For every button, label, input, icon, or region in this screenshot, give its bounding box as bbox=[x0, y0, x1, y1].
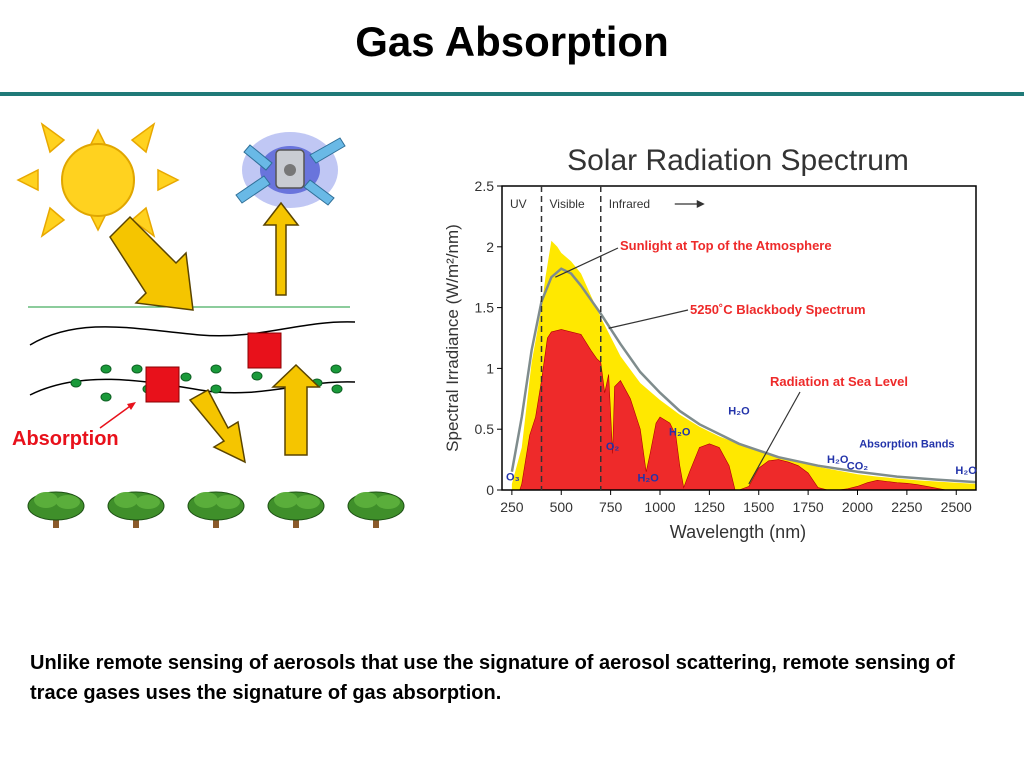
gas-molecules bbox=[70, 364, 343, 402]
solar-spectrum-chart: Solar Radiation Spectrum Spectral Irradi… bbox=[443, 144, 977, 542]
satellite-icon bbox=[235, 132, 346, 208]
absorption-band-label: H₂O bbox=[955, 465, 977, 477]
tree-icon bbox=[267, 491, 325, 528]
tree-icon bbox=[27, 491, 85, 528]
x-tick-label: 2500 bbox=[941, 499, 972, 515]
region-label: Visible bbox=[550, 197, 585, 211]
infrared-arrow-head bbox=[696, 200, 705, 208]
absorption-band-label: CO₂ bbox=[847, 460, 869, 472]
absorbing-gas-box bbox=[145, 366, 180, 403]
absorption-bands-heading: Absorption Bands bbox=[859, 438, 954, 450]
incoming-radiation-arrow bbox=[109, 215, 194, 311]
region-label: UV bbox=[510, 197, 527, 211]
slide-caption: Unlike remote sensing of aerosols that u… bbox=[30, 652, 955, 704]
y-tick-label: 1.5 bbox=[475, 300, 495, 316]
x-tick-label: 1250 bbox=[694, 499, 725, 515]
tree-icon bbox=[107, 491, 165, 528]
chart-title: Solar Radiation Spectrum bbox=[567, 144, 909, 177]
annotation-label: Sunlight at Top of the Atmosphere bbox=[620, 238, 832, 253]
y-tick-label: 1 bbox=[486, 360, 494, 376]
x-tick-label: 2000 bbox=[842, 499, 873, 515]
y-tick-label: 0 bbox=[486, 482, 494, 498]
absorption-pointer-head bbox=[127, 402, 136, 410]
chart-annotations: Sunlight at Top of the Atmosphere 5250˚C … bbox=[555, 238, 908, 485]
absorption-band-label: H₂O bbox=[637, 472, 659, 484]
absorbing-gas-box bbox=[247, 332, 282, 369]
y-tick-label: 2 bbox=[486, 239, 494, 255]
absorption-band-label: H₂O bbox=[728, 406, 750, 418]
x-tick-label: 500 bbox=[550, 499, 574, 515]
spectral-regions: UV Visible Infrared bbox=[510, 186, 705, 490]
outgoing-radiation-arrow bbox=[262, 201, 300, 296]
absorption-band-label: O₃ bbox=[506, 471, 520, 483]
annotation-label: 5250˚C Blackbody Spectrum bbox=[690, 302, 866, 317]
transmitted-radiation-arrow bbox=[188, 388, 246, 464]
annotation-pointer bbox=[748, 391, 801, 485]
x-tick-label: 1000 bbox=[644, 499, 675, 515]
series-blackbody-line bbox=[510, 267, 977, 484]
series-sea-level-area bbox=[511, 329, 976, 491]
plot-frame bbox=[501, 185, 977, 491]
region-label: Infrared bbox=[609, 197, 650, 211]
annotation-pointer bbox=[555, 247, 619, 278]
title-divider bbox=[0, 92, 1024, 96]
sun-icon bbox=[16, 122, 180, 238]
plot-area bbox=[510, 240, 977, 491]
x-tick-label: 750 bbox=[599, 499, 623, 515]
x-tick-label: 2250 bbox=[891, 499, 922, 515]
reflected-radiation-arrow bbox=[271, 363, 321, 456]
y-axis-label: Spectral Irradiance (W/m²/nm) bbox=[443, 224, 462, 452]
absorption-band-label: O₂ bbox=[606, 441, 620, 453]
absorption-band-label: H₂O bbox=[669, 426, 691, 438]
absorption-label: Absorption bbox=[12, 428, 119, 450]
gas-absorption-diagram bbox=[16, 122, 405, 528]
absorption-band-label: H₂O bbox=[827, 454, 849, 466]
x-tick-label: 1500 bbox=[743, 499, 774, 515]
page-title: Gas Absorption bbox=[355, 18, 669, 65]
tree-icon bbox=[347, 491, 405, 528]
axis-ticks: 250 500 750 1000 1250 1500 1750 2000 2250 2500 0 0.… bbox=[475, 178, 972, 515]
atmosphere-upper-boundary bbox=[29, 321, 356, 346]
x-tick-label: 250 bbox=[500, 499, 524, 515]
tree-icon bbox=[187, 491, 245, 528]
absorption-pointer-arrow bbox=[99, 403, 134, 429]
x-axis-label: Wavelength (nm) bbox=[670, 522, 806, 542]
y-tick-label: 0.5 bbox=[475, 421, 495, 437]
annotation-pointer bbox=[608, 309, 689, 329]
y-tick-label: 2.5 bbox=[475, 178, 495, 194]
trees bbox=[27, 491, 405, 528]
annotation-label: Radiation at Sea Level bbox=[770, 374, 908, 389]
x-tick-label: 1750 bbox=[793, 499, 824, 515]
